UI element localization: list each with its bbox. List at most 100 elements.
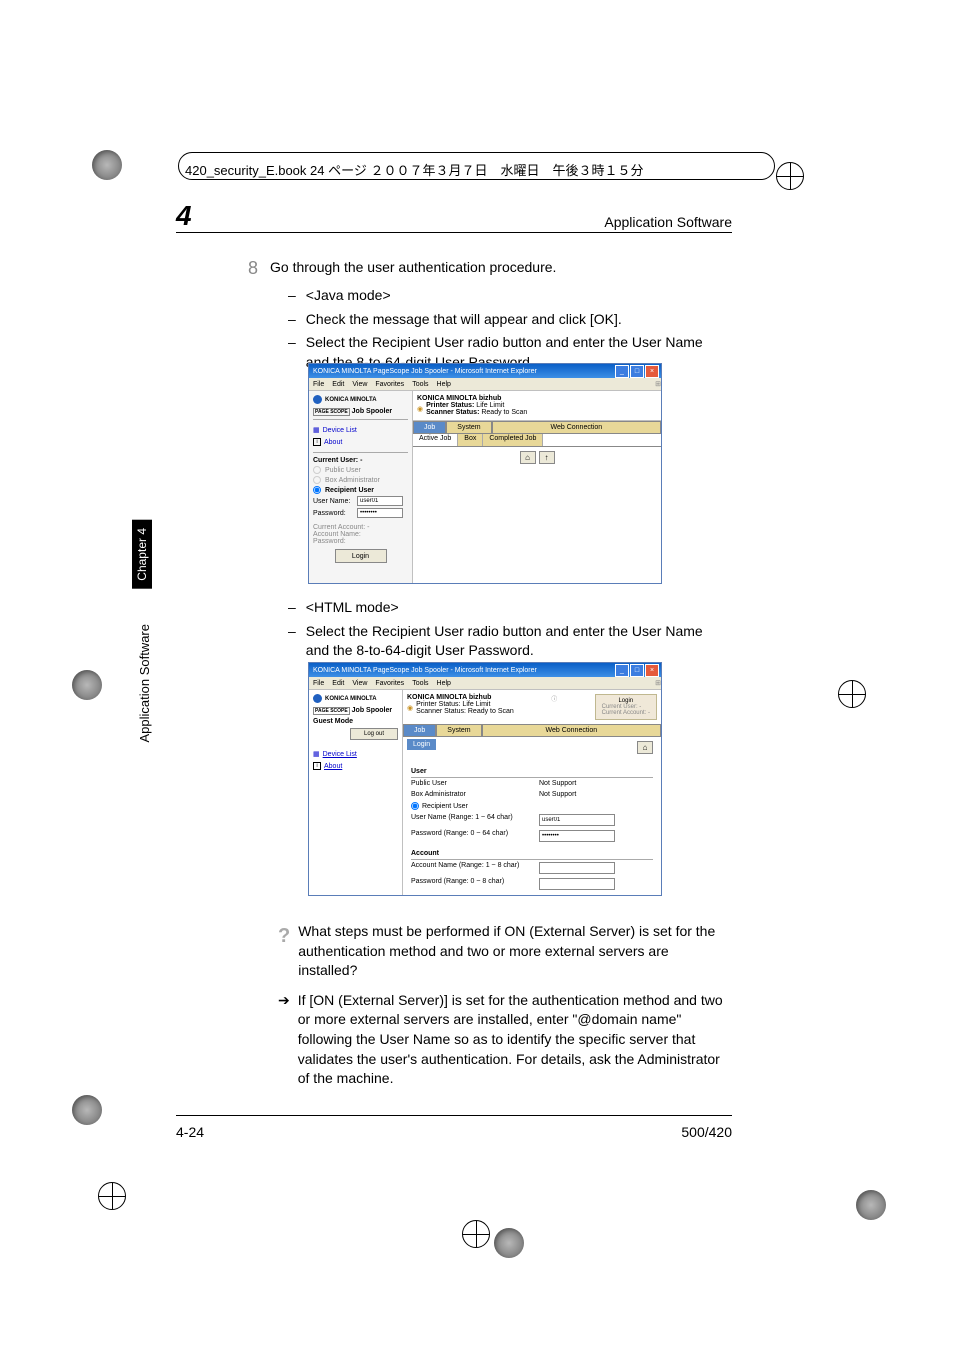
logout-button[interactable]: Log out: [350, 728, 398, 740]
menu-help[interactable]: Help: [437, 381, 451, 388]
account-name-label-2: Account Name (Range: 1 ~ 8 char): [411, 862, 531, 874]
menu-favorites-2[interactable]: Favorites: [375, 680, 404, 687]
close-button[interactable]: ×: [645, 365, 659, 378]
menu-edit-2[interactable]: Edit: [332, 680, 344, 687]
web-connection-tab-2[interactable]: Web Connection: [482, 724, 661, 737]
username-input-2[interactable]: [539, 814, 615, 826]
account-section: Account: [411, 848, 653, 860]
current-account-label: Current Account: -: [313, 524, 408, 531]
not-support-1: Not Support: [539, 780, 576, 787]
not-support-2: Not Support: [539, 791, 576, 798]
device-name-2: KONICA MINOLTA bizhub: [407, 694, 514, 701]
chapter-number: 4: [176, 200, 192, 232]
account-password-label: Password:: [313, 538, 408, 545]
account-name-input[interactable]: [539, 862, 615, 874]
password-input-2[interactable]: [539, 830, 615, 842]
bullet-select-recipient-2: Select the Recipient User radio button a…: [306, 622, 728, 661]
menu-file-2[interactable]: File: [313, 680, 324, 687]
job-tab[interactable]: Job: [413, 421, 446, 434]
home-button[interactable]: ⌂: [520, 451, 536, 464]
ie-logo-icon-2: ⊞: [655, 679, 661, 687]
maximize-button[interactable]: □: [630, 365, 644, 378]
konica-logo-icon-2: [313, 694, 322, 703]
job-tab-2[interactable]: Job: [403, 724, 436, 737]
guest-mode-label: Guest Mode: [313, 718, 398, 725]
current-user-label: Current User: -: [313, 457, 408, 464]
recipient-user-label-2: Recipient User: [422, 803, 468, 810]
app-name-label-2: Job Spooler: [352, 707, 392, 714]
page-scope-label-2: PAGE SCOPE: [313, 707, 350, 715]
step-number: 8: [248, 258, 258, 279]
side-title-label: Application Software: [137, 620, 152, 747]
user-section: User: [411, 766, 653, 778]
password-input[interactable]: [357, 508, 403, 518]
username-label-2: User Name (Range: 1 ~ 64 char): [411, 814, 531, 826]
system-tab-2[interactable]: System: [436, 724, 481, 737]
bullet-html-mode: <HTML mode>: [306, 598, 399, 618]
side-chapter-label: Chapter 4: [132, 520, 152, 589]
login-section-label: Login: [407, 739, 436, 750]
active-job-subtab[interactable]: Active Job: [413, 434, 458, 446]
login-status-box: Login Current User: - Current Account: -: [595, 694, 657, 720]
password-label-2: Password (Range: 0 ~ 64 char): [411, 830, 531, 842]
box-admin-label-2: Box Administrator: [411, 791, 531, 798]
device-list-link[interactable]: ▦ Device List: [313, 424, 408, 436]
app-name-label: Job Spooler: [352, 408, 392, 415]
brand-label: KONICA MINOLTA: [325, 397, 377, 403]
recipient-user-radio[interactable]: [313, 486, 321, 494]
username-input[interactable]: [357, 496, 403, 506]
system-tab[interactable]: System: [446, 421, 491, 434]
menu-view-2[interactable]: View: [352, 680, 367, 687]
java-sidebar: KONICA MINOLTA PAGE SCOPE Job Spooler ▦ …: [309, 391, 413, 584]
question-text: What steps must be performed if ON (Exte…: [298, 922, 730, 981]
box-admin-radio[interactable]: [313, 476, 321, 484]
question-icon: ?: [278, 922, 290, 950]
about-icon-2: i: [313, 762, 321, 770]
close-button-2[interactable]: ×: [645, 664, 659, 677]
account-password-input[interactable]: [539, 878, 615, 890]
answer-text: If [ON (External Server)] is set for the…: [298, 991, 730, 1089]
window-title: KONICA MINOLTA PageScope Job Spooler - M…: [313, 368, 537, 375]
device-list-icon-2: ▦: [313, 750, 320, 758]
about-link-2[interactable]: i About: [313, 760, 398, 772]
menu-help-2[interactable]: Help: [437, 680, 451, 687]
ie-menubar: File Edit View Favorites Tools Help ⊞: [309, 378, 661, 391]
menu-view[interactable]: View: [352, 381, 367, 388]
recipient-user-radio-2[interactable]: [411, 802, 419, 810]
about-link[interactable]: i About: [313, 436, 408, 448]
public-user-radio[interactable]: [313, 466, 321, 474]
bullet-java-mode: <Java mode>: [306, 286, 391, 306]
menu-tools[interactable]: Tools: [412, 381, 428, 388]
box-admin-label: Box Administrator: [325, 477, 380, 484]
menu-file[interactable]: File: [313, 381, 324, 388]
status-icon: ◉: [417, 405, 423, 413]
menu-favorites[interactable]: Favorites: [375, 381, 404, 388]
public-user-label-2: Public User: [411, 780, 531, 787]
html-mode-screenshot: KONICA MINOLTA PageScope Job Spooler - M…: [308, 662, 662, 896]
menu-tools-2[interactable]: Tools: [412, 680, 428, 687]
password-label: Password:: [313, 510, 353, 517]
book-header: 420_security_E.book 24 ページ ２００７年３月７日 水曜日…: [185, 160, 643, 179]
menu-edit[interactable]: Edit: [332, 381, 344, 388]
completed-job-subtab[interactable]: Completed Job: [483, 434, 543, 446]
brand-label-2: KONICA MINOLTA: [325, 696, 377, 702]
web-connection-tab[interactable]: Web Connection: [492, 421, 661, 434]
maximize-button-2[interactable]: □: [630, 664, 644, 677]
home-button-2[interactable]: ⌂: [637, 741, 653, 754]
device-list-icon: ▦: [313, 426, 320, 434]
java-mode-screenshot: KONICA MINOLTA PageScope Job Spooler - M…: [308, 363, 662, 584]
arrow-icon: ➔: [278, 991, 290, 1011]
box-subtab[interactable]: Box: [458, 434, 483, 446]
ie-titlebar: KONICA MINOLTA PageScope Job Spooler - M…: [309, 364, 661, 378]
login-button[interactable]: Login: [335, 549, 387, 563]
account-password-label-2: Password (Range: 0 ~ 8 char): [411, 878, 531, 890]
minimize-button[interactable]: _: [615, 365, 629, 378]
device-list-link-2[interactable]: ▦ Device List: [313, 748, 398, 760]
up-button[interactable]: ↑: [539, 451, 555, 464]
konica-logo-icon: [313, 395, 322, 404]
minimize-button-2[interactable]: _: [615, 664, 629, 677]
about-icon: i: [313, 438, 321, 446]
ie-menubar-2: File Edit View Favorites Tools Help ⊞: [309, 677, 661, 690]
bullet-check-message: Check the message that will appear and c…: [306, 310, 622, 330]
model-number: 500/420: [681, 1124, 732, 1140]
